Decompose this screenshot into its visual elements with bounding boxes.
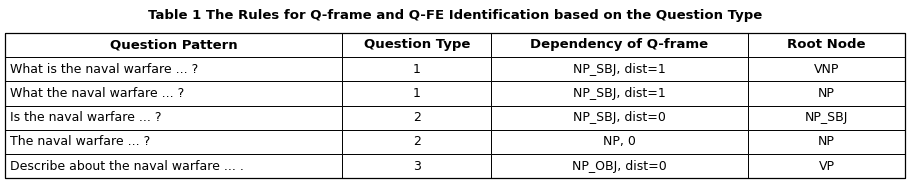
Bar: [342, 81, 491, 106]
Text: What the naval warfare ... ?: What the naval warfare ... ?: [10, 87, 184, 100]
Text: What is the naval warfare ... ?: What is the naval warfare ... ?: [10, 63, 198, 76]
Bar: [491, 57, 748, 81]
Bar: [5, 33, 342, 57]
Text: Root Node: Root Node: [787, 38, 866, 51]
Bar: [5, 130, 342, 154]
Bar: [748, 81, 905, 106]
Bar: [342, 130, 491, 154]
Text: Question Pattern: Question Pattern: [110, 38, 238, 51]
Text: NP_OBJ, dist=0: NP_OBJ, dist=0: [572, 160, 667, 173]
Bar: [342, 33, 491, 57]
Bar: [5, 81, 342, 106]
Text: VP: VP: [819, 160, 834, 173]
Text: Dependency of Q-frame: Dependency of Q-frame: [531, 38, 709, 51]
Bar: [748, 33, 905, 57]
Bar: [748, 106, 905, 130]
Bar: [491, 81, 748, 106]
Text: NP_SBJ: NP_SBJ: [805, 111, 848, 124]
Bar: [5, 57, 342, 81]
Text: Describe about the naval warfare ... .: Describe about the naval warfare ... .: [10, 160, 244, 173]
Text: NP: NP: [818, 87, 835, 100]
Text: NP_SBJ, dist=0: NP_SBJ, dist=0: [573, 111, 666, 124]
Bar: [342, 106, 491, 130]
Text: 3: 3: [413, 160, 420, 173]
Bar: [5, 33, 905, 178]
Bar: [5, 106, 342, 130]
Bar: [5, 154, 342, 178]
Bar: [748, 130, 905, 154]
Bar: [748, 154, 905, 178]
Text: 2: 2: [413, 111, 420, 124]
Bar: [491, 130, 748, 154]
Text: VNP: VNP: [814, 63, 839, 76]
Text: The naval warfare ... ?: The naval warfare ... ?: [10, 135, 150, 149]
Text: 1: 1: [413, 87, 420, 100]
Text: Table 1 The Rules for Q-frame and Q-FE Identification based on the Question Type: Table 1 The Rules for Q-frame and Q-FE I…: [147, 9, 763, 22]
Text: 1: 1: [413, 63, 420, 76]
Text: NP_SBJ, dist=1: NP_SBJ, dist=1: [573, 63, 666, 76]
Text: Is the naval warfare ... ?: Is the naval warfare ... ?: [10, 111, 161, 124]
Text: NP, 0: NP, 0: [603, 135, 636, 149]
Bar: [342, 154, 491, 178]
Bar: [491, 106, 748, 130]
Text: NP_SBJ, dist=1: NP_SBJ, dist=1: [573, 87, 666, 100]
Bar: [491, 154, 748, 178]
Bar: [748, 57, 905, 81]
Text: NP: NP: [818, 135, 835, 149]
Bar: [491, 33, 748, 57]
Text: Question Type: Question Type: [363, 38, 470, 51]
Bar: [342, 57, 491, 81]
Text: 2: 2: [413, 135, 420, 149]
